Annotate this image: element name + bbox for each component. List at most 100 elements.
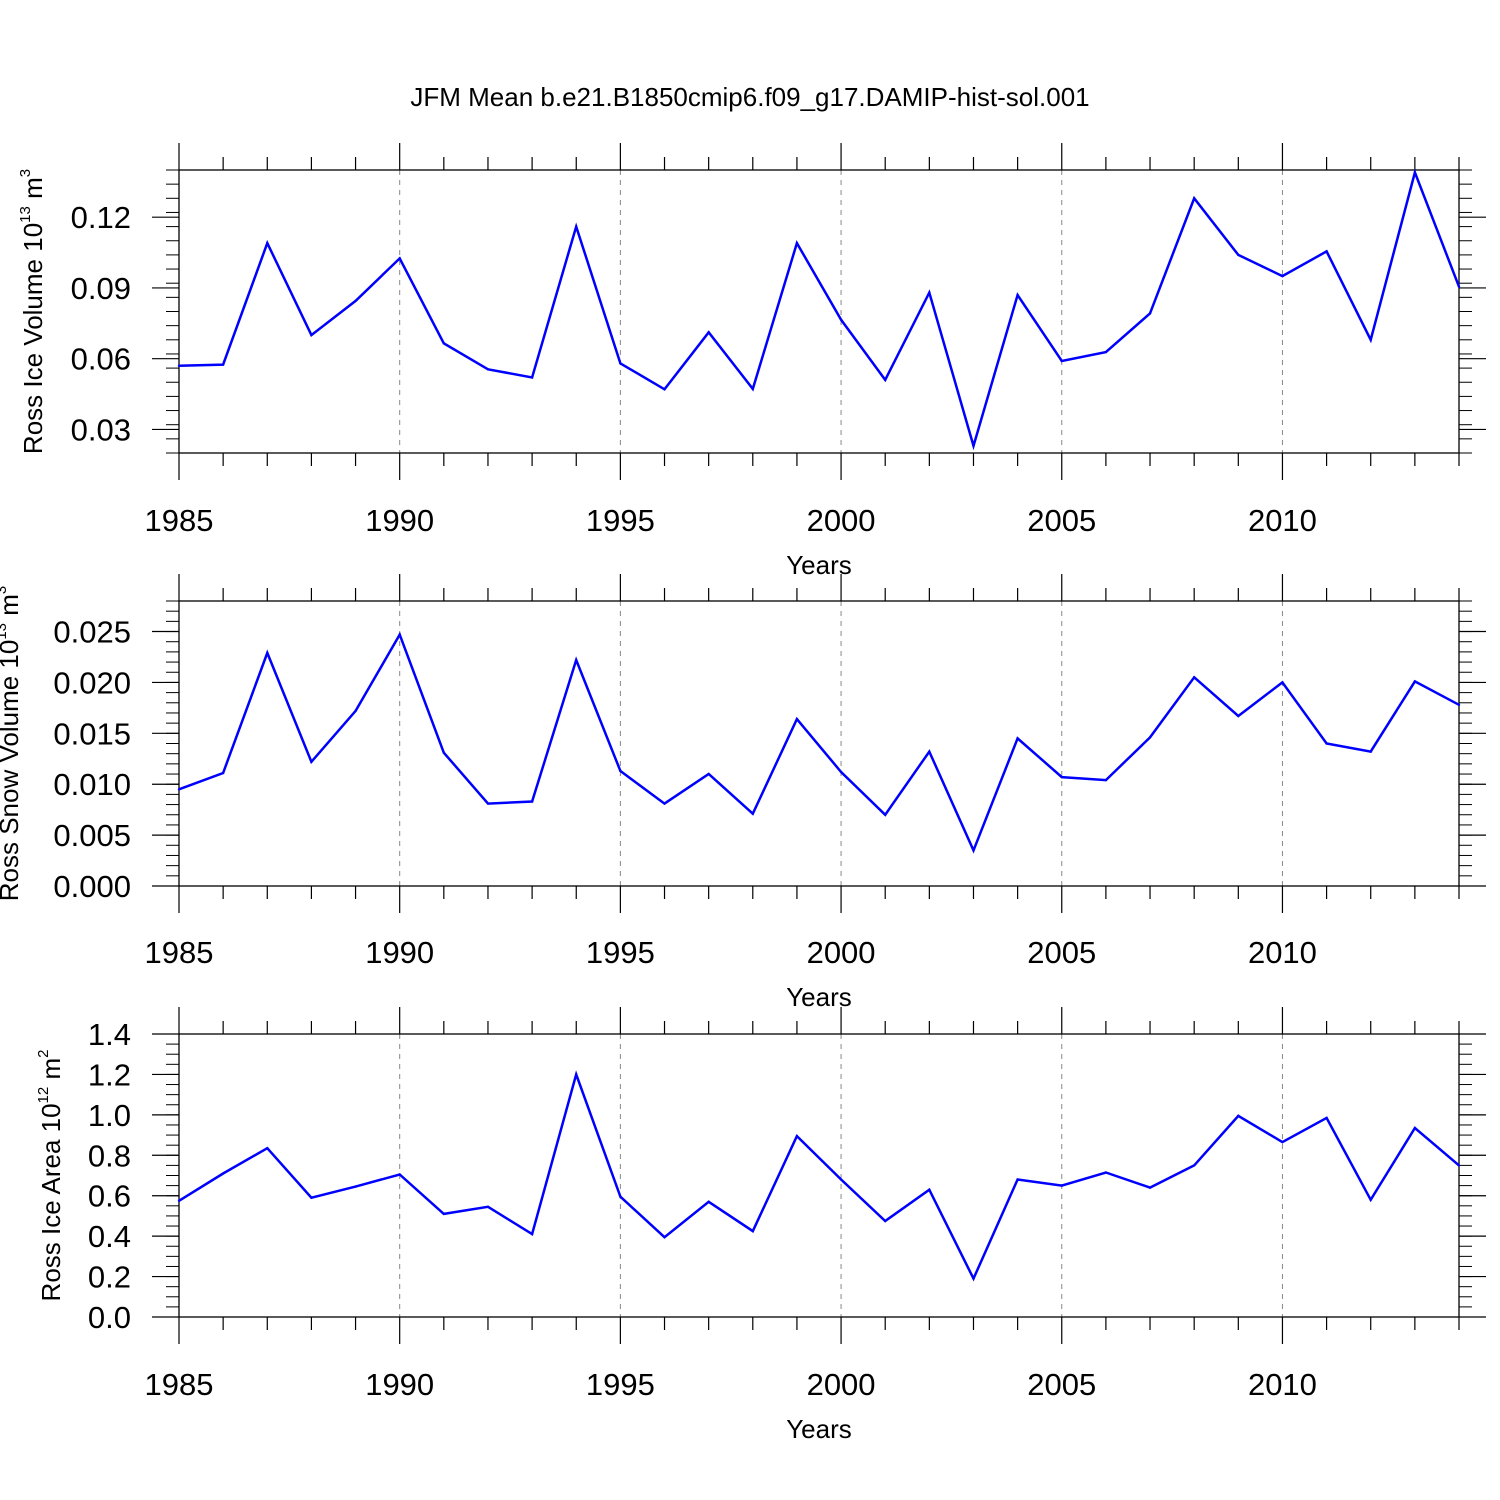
y-axis-title-unit: m — [36, 1058, 66, 1087]
data-point — [1192, 1164, 1196, 1167]
data-point — [751, 812, 754, 815]
y-axis-title-text: Ross Ice Area 10 — [36, 1103, 66, 1301]
x-tick-label: 2005 — [1027, 1367, 1096, 1402]
x-tick-label: 1985 — [145, 503, 214, 538]
y-tick-label: 0.6 — [88, 1179, 131, 1214]
x-tick-label: 2000 — [807, 1367, 876, 1402]
x-axis-title: Years — [786, 1414, 852, 1444]
x-tick-label: 2010 — [1248, 935, 1317, 970]
data-point — [1060, 775, 1063, 779]
data-point — [398, 1173, 401, 1176]
y-axis-title-exponent: 13 — [17, 206, 34, 223]
plot-frame — [178, 600, 1460, 887]
data-point — [354, 709, 357, 713]
data-point — [1192, 197, 1196, 200]
data-point — [266, 651, 269, 655]
x-tick-label: 2005 — [1027, 503, 1096, 538]
data-point — [1369, 338, 1372, 341]
data-point — [1325, 1116, 1328, 1120]
series-line — [178, 1070, 1460, 1282]
data-point — [398, 633, 401, 636]
x-tick-label: 1990 — [365, 503, 434, 538]
x-tick-label: 1985 — [145, 935, 214, 970]
data-point — [839, 1178, 843, 1181]
data-point — [663, 388, 666, 391]
y-tick-label: 1.4 — [88, 1017, 131, 1052]
data-point — [928, 291, 931, 294]
data-point — [530, 800, 534, 803]
x-tick-label: 2005 — [1027, 935, 1096, 970]
y-axis-title-text: Ross Ice Volume 10 — [18, 223, 48, 454]
data-point — [707, 772, 710, 776]
data-point — [486, 802, 490, 805]
y-axis-title: Ross Ice Volume 1013 m3 — [17, 169, 48, 454]
data-point — [707, 331, 710, 334]
data-point — [1237, 253, 1240, 257]
data-point — [1148, 736, 1152, 739]
y-tick-label: 0.2 — [88, 1260, 131, 1295]
plot-frame — [178, 1033, 1460, 1318]
data-point — [928, 1188, 931, 1191]
y-axis-title-unit-exponent: 3 — [17, 169, 34, 177]
data-point — [575, 658, 578, 662]
data-point — [1148, 1186, 1152, 1189]
data-point — [486, 368, 490, 371]
data-point — [221, 771, 225, 775]
data-point — [486, 1205, 490, 1209]
data-point — [839, 318, 843, 321]
data-point — [795, 241, 799, 245]
data-point — [1016, 293, 1019, 297]
data-point — [1413, 1126, 1417, 1130]
data-point — [884, 378, 887, 382]
data-point — [663, 1235, 666, 1239]
data-point — [1369, 1198, 1372, 1201]
data-point — [177, 788, 181, 791]
x-tick-label: 1985 — [145, 1367, 214, 1402]
data-point — [575, 1073, 578, 1076]
y-tick-label: 0.0 — [88, 1300, 131, 1335]
data-point — [1457, 703, 1461, 707]
data-point — [1413, 680, 1417, 683]
data-point — [1104, 350, 1108, 354]
data-point — [884, 813, 887, 816]
data-point — [1413, 171, 1417, 174]
x-tick-label: 1995 — [586, 503, 655, 538]
panel-3: 1985 1990 1995 2000 2005 2010 0.0 0.2 0.4 0.6 0.8 1… — [35, 1007, 1486, 1444]
panel-2: 1985 1990 1995 2000 2005 2010 0.000 0.005 0.010 0… — [0, 574, 1486, 1012]
data-point — [354, 299, 357, 303]
data-point — [972, 444, 975, 448]
data-point — [839, 770, 843, 774]
x-tick-label: 2000 — [807, 503, 876, 538]
data-point — [972, 1277, 975, 1280]
x-tick-label: 2010 — [1248, 1367, 1317, 1402]
x-tick-label: 2010 — [1248, 503, 1317, 538]
data-point — [1192, 676, 1196, 679]
data-point — [1104, 778, 1108, 782]
data-point — [795, 1134, 799, 1138]
data-point — [266, 241, 269, 245]
y-tick-label: 0.015 — [53, 716, 131, 751]
data-point — [1325, 250, 1328, 253]
chart-title: JFM Mean b.e21.B1850cmip6.f09_g17.DAMIP-… — [410, 82, 1089, 112]
panel-1: 1985 1990 1995 2000 2005 2010 0.03 0.06 0.09 0.12… — [17, 143, 1486, 580]
y-tick-label: 0.000 — [53, 869, 131, 904]
y-axis-title-unit-exponent: 3 — [0, 586, 10, 594]
data-point — [1016, 737, 1019, 740]
data-point — [442, 1212, 446, 1216]
data-point — [177, 364, 181, 367]
data-point — [619, 769, 622, 773]
x-tick-label: 1995 — [586, 1367, 655, 1402]
y-tick-label: 1.0 — [88, 1098, 131, 1133]
y-axis-title-exponent: 12 — [35, 1087, 52, 1104]
series-line — [178, 631, 1460, 854]
y-tick-label: 0.03 — [71, 412, 131, 447]
data-point — [884, 1219, 887, 1223]
data-point — [530, 1232, 534, 1236]
y-axis-title: Ross Snow Volume 1013 m3 — [0, 586, 24, 902]
y-tick-label: 0.4 — [88, 1219, 131, 1254]
data-point — [1369, 750, 1372, 753]
data-point — [1060, 1184, 1063, 1187]
data-point — [1060, 359, 1063, 363]
data-point — [221, 363, 225, 366]
